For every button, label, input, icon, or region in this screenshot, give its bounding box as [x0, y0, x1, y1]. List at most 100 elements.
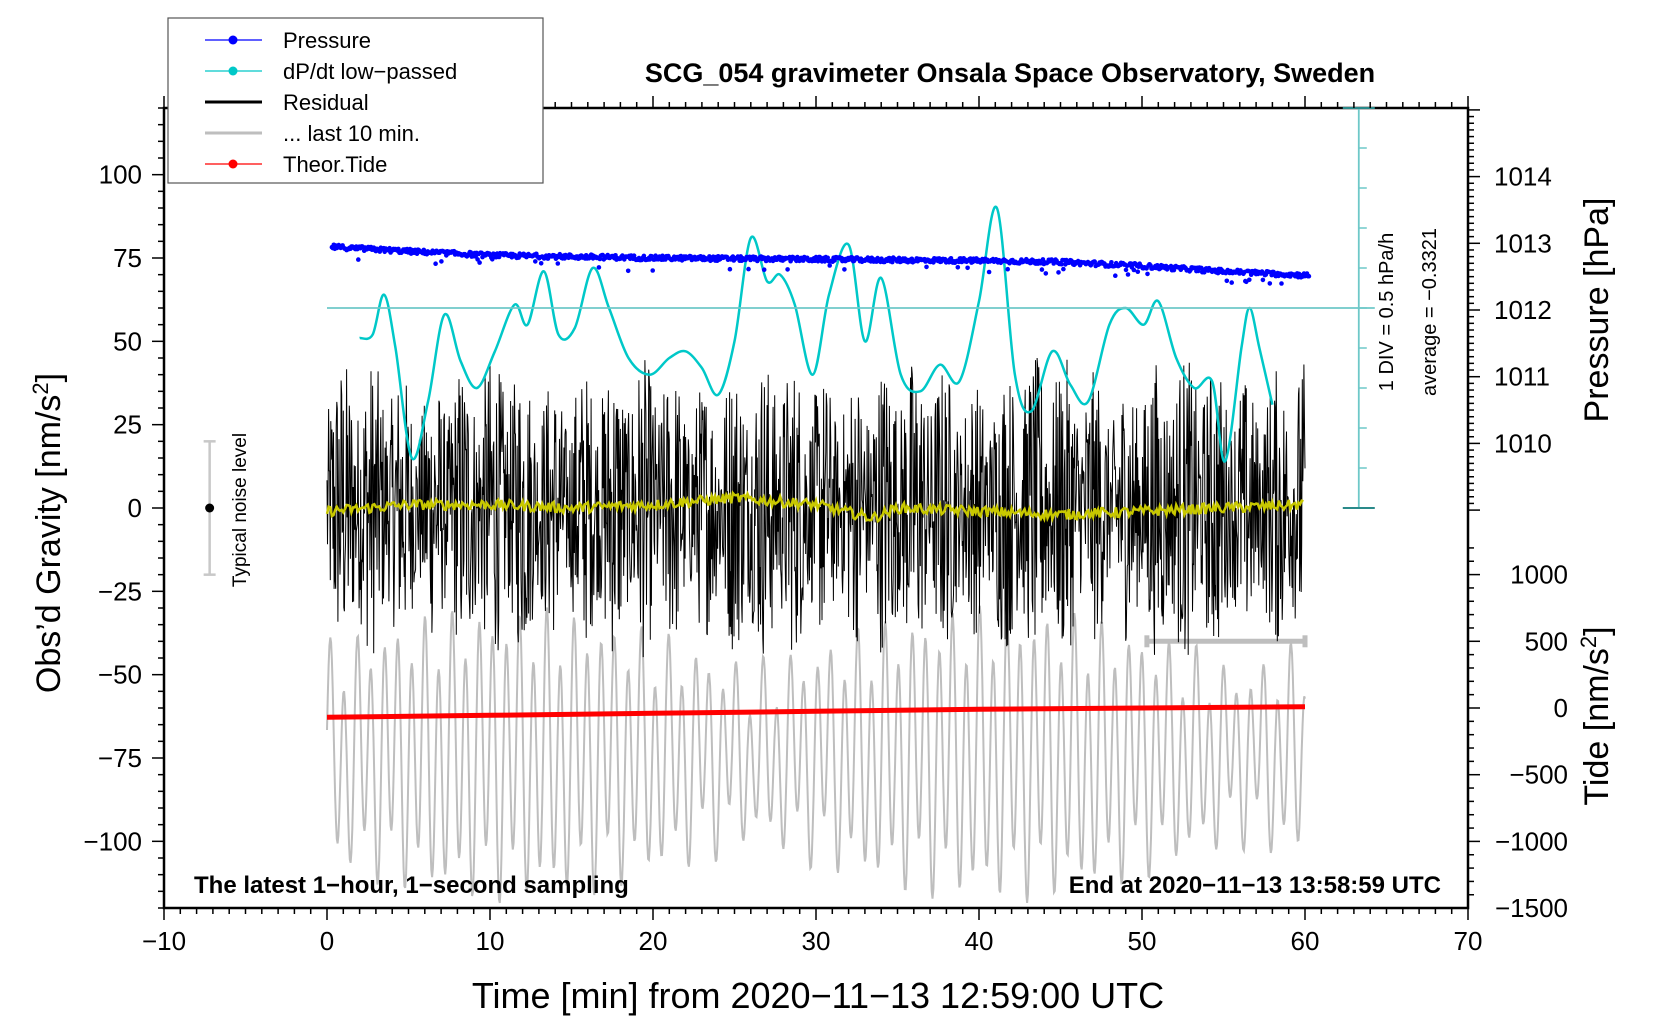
- y-tide-tick-label: 0: [1554, 693, 1568, 723]
- x-axis-label: Time [min] from 2020−11−13 12:59:00 UTC: [472, 975, 1164, 1016]
- noise-level-indicator: [203, 440, 216, 576]
- dpdt-scale-label: 1 DIV = 0.5 hPa/h: [1376, 233, 1398, 391]
- legend-swatch-dot: [228, 66, 238, 76]
- series-pressure: [329, 242, 1312, 286]
- y-left-tick-label: −100: [83, 826, 142, 856]
- y-axis-left-label: Obs’d Gravity [nm/s2]: [28, 373, 69, 693]
- y-left-tick-label: 0: [128, 493, 142, 523]
- legend-item: Pressure: [205, 28, 371, 53]
- pressure-point: [1306, 273, 1312, 279]
- legend-item: ... last 10 min.: [205, 121, 420, 146]
- pressure-point: [761, 267, 767, 273]
- x-tick-label: 40: [965, 926, 994, 956]
- pressure-point: [1279, 281, 1284, 286]
- pressure-point: [1131, 267, 1137, 273]
- y-left-tick-label: −50: [98, 660, 142, 690]
- pressure-point: [555, 261, 561, 266]
- y-left-tick-label: 50: [113, 326, 142, 356]
- pressure-point: [1224, 278, 1230, 284]
- legend-item: dP/dt low−passed: [205, 59, 457, 84]
- pressure-point: [1061, 266, 1066, 272]
- pressure-point: [896, 255, 902, 261]
- y-axis-pressure-label: Pressure [hPa]: [1578, 198, 1616, 423]
- theor-tide-line: [326, 704, 1306, 720]
- pressure-point: [746, 266, 751, 272]
- y-pressure-tick-label: 1014: [1494, 162, 1552, 192]
- series-theor-tide: [326, 704, 1306, 720]
- y-pressure-tick-label: 1011: [1494, 362, 1550, 392]
- annotation-end-time: End at 2020−11−13 13:58:59 UTC: [1069, 872, 1441, 899]
- pressure-point: [533, 259, 538, 264]
- series-residual: [326, 357, 1306, 658]
- pressure-point: [356, 257, 361, 262]
- pressure-point: [1247, 277, 1252, 283]
- legend-label: Pressure: [283, 28, 371, 53]
- x-tick-label: 70: [1454, 926, 1483, 956]
- pressure-point: [1260, 277, 1266, 283]
- pressure-point: [1056, 270, 1061, 275]
- y-tide-tick-label: −1000: [1495, 826, 1568, 856]
- pressure-point: [650, 268, 655, 273]
- legend-item: Theor.Tide: [205, 152, 387, 177]
- noise-level-label: Typical noise level: [230, 433, 251, 587]
- pressure-point: [948, 255, 954, 261]
- y-left-tick-label: 100: [99, 160, 142, 190]
- x-tick-label: 20: [639, 926, 668, 956]
- annotation-sampling: The latest 1−hour, 1−second sampling: [194, 872, 629, 899]
- pressure-point: [842, 267, 847, 272]
- pressure-point: [625, 268, 631, 274]
- chart-title: SCG_054 gravimeter Onsala Space Observat…: [645, 58, 1375, 88]
- y-left-tick-label: 75: [113, 243, 142, 273]
- y-tide-tick-label: −500: [1509, 760, 1568, 790]
- legend-swatch-dot: [228, 159, 238, 169]
- pressure-point: [1059, 261, 1064, 267]
- x-tick-label: 50: [1128, 926, 1157, 956]
- series-residual-lowpass: [325, 490, 1304, 524]
- pressure-point: [955, 265, 961, 270]
- pressure-point: [653, 253, 658, 258]
- pressure-point: [924, 264, 929, 270]
- y-axis-pressure: 1010 1011 1012 1013 1014: [1468, 109, 1552, 511]
- pressure-point: [825, 255, 830, 261]
- pressure-point: [1113, 273, 1118, 279]
- pressure-point: [596, 265, 602, 270]
- legend-label: dP/dt low−passed: [283, 59, 457, 84]
- y-pressure-tick-label: 1013: [1494, 228, 1552, 258]
- dpdt-line: [359, 205, 1274, 463]
- y-left-tick-label: −75: [98, 743, 142, 773]
- legend-label: Theor.Tide: [283, 152, 387, 177]
- pressure-point: [1039, 267, 1045, 272]
- residual-lowpass-line: [325, 490, 1304, 524]
- y-tide-tick-label: −1500: [1495, 893, 1568, 923]
- pressure-point: [538, 261, 544, 266]
- dpdt-average-label: average = −0.3321: [1419, 228, 1441, 396]
- pressure-point: [1145, 271, 1150, 277]
- y-axis-tide: 1000 500 0 −500 −1000 −1500: [1468, 547, 1568, 923]
- pressure-point: [727, 266, 733, 272]
- x-tick-label: 0: [320, 926, 334, 956]
- pressure-point: [1123, 267, 1129, 273]
- pressure-point: [1005, 266, 1010, 272]
- pressure-point: [421, 247, 427, 253]
- x-axis: −10 0 10 20 30 40 50 60 70: [142, 96, 1483, 956]
- y-axis-tide-label: Tide [nm/s2]: [1576, 626, 1617, 805]
- series-last-10-min: [326, 605, 1308, 904]
- series-dpdt: [359, 205, 1274, 463]
- pressure-point: [965, 265, 970, 271]
- pressure-point: [477, 260, 482, 265]
- legend-item: Residual: [205, 90, 369, 115]
- y-left-tick-label: 25: [113, 410, 142, 440]
- y-left-tick-label: −25: [98, 576, 142, 606]
- legend-label: Residual: [283, 90, 369, 115]
- x-tick-label: 30: [802, 926, 831, 956]
- residual-line: [326, 357, 1306, 658]
- noise-center-dot: [205, 503, 215, 513]
- pressure-point: [986, 269, 992, 275]
- last-10-min-line: [326, 605, 1306, 904]
- pressure-point: [785, 267, 790, 272]
- pressure-point: [649, 253, 654, 259]
- x-tick-label: 10: [476, 926, 505, 956]
- y-tide-tick-label: 1000: [1510, 560, 1568, 590]
- pressure-point: [439, 259, 444, 264]
